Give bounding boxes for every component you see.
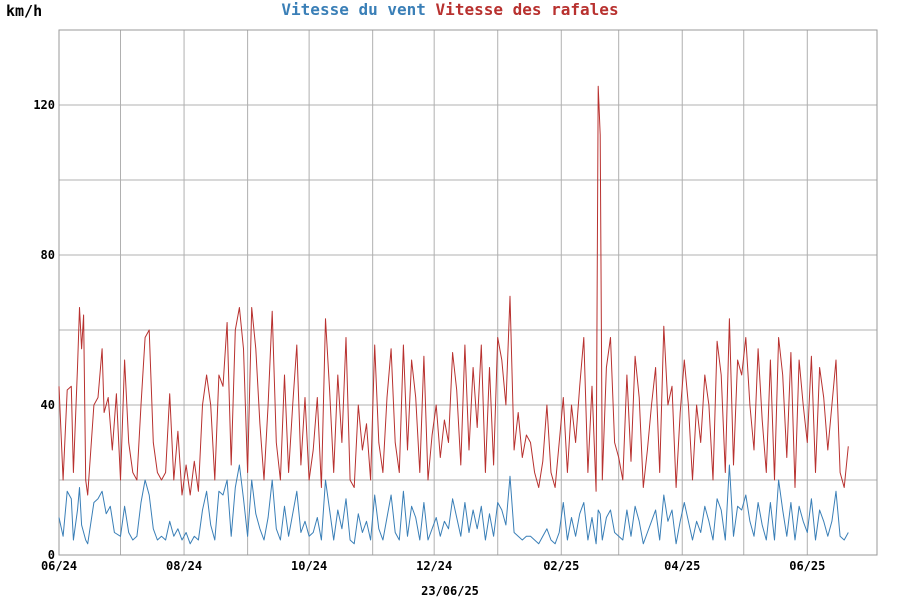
x-tick-label: 12/24 [416, 559, 452, 573]
chart-title: Vitesse du vent Vitesse des rafales [0, 0, 900, 20]
y-tick-label: 80 [41, 248, 55, 262]
legend-rafales: Vitesse des rafales [435, 0, 619, 19]
x-tick-label: 08/24 [166, 559, 202, 573]
x-tick-label: 02/25 [543, 559, 579, 573]
series-line-rafales [58, 85, 849, 496]
plot-frame [58, 29, 878, 556]
x-tick-label: 06/25 [789, 559, 825, 573]
y-tick-label: 40 [41, 398, 55, 412]
legend-vent: Vitesse du vent [281, 0, 426, 19]
series-line-vent [58, 464, 849, 545]
y-axis-label: km/h [6, 2, 43, 20]
x-tick-label: 04/25 [664, 559, 700, 573]
y-tick-label: 0 [48, 548, 55, 562]
y-tick-label: 120 [33, 98, 55, 112]
x-axis-label: 23/06/25 [421, 584, 479, 598]
x-tick-label: 06/24 [41, 559, 77, 573]
x-tick-label: 10/24 [291, 559, 327, 573]
